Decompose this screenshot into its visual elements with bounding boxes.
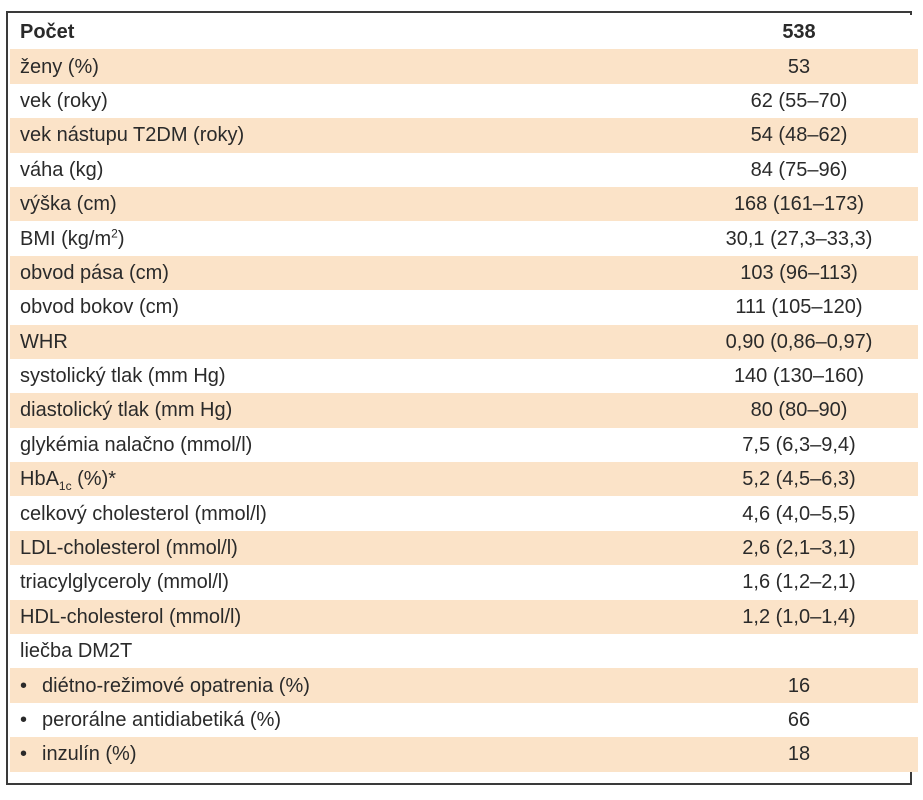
row-label: • inzulín (%) <box>10 737 600 772</box>
table-row: • inzulín (%) 18 <box>10 737 918 772</box>
table-row: BMI (kg/m2) 30,1 (27,3–33,3) <box>10 221 918 256</box>
row-label: systolický tlak (mm Hg) <box>10 358 600 394</box>
row-value: 62 (55–70) <box>600 83 918 119</box>
table-row: obvod bokov (cm) 111 (105–120) <box>10 290 918 325</box>
row-label: HDL-cholesterol (mmol/l) <box>10 599 600 635</box>
row-label: liečba DM2T <box>10 634 600 669</box>
row-label-text: perorálne antidiabetiká (%) <box>42 709 282 731</box>
table-row: • diétno-režimové opatrenia (%) 16 <box>10 668 918 703</box>
row-value: 1,6 (1,2–2,1) <box>600 565 918 600</box>
table-row: diastolický tlak (mm Hg) 80 (80–90) <box>10 393 918 428</box>
row-value: 111 (105–120) <box>600 290 918 325</box>
row-label: LDL-cholesterol (mmol/l) <box>10 530 600 566</box>
row-label: váha (kg) <box>10 152 600 187</box>
row-label-text: BMI (kg/m <box>20 227 112 250</box>
row-label-text: inzulín (%) <box>42 743 137 766</box>
row-label: BMI (kg/m2) <box>10 221 600 256</box>
row-value: 103 (96–113) <box>600 255 918 291</box>
row-value: 2,6 (2,1–3,1) <box>600 530 918 566</box>
row-label: vek (roky) <box>10 83 600 119</box>
row-value: 140 (130–160) <box>600 358 918 394</box>
row-label: HbA1c (%)* <box>10 462 600 497</box>
row-value: 80 (80–90) <box>600 393 918 428</box>
row-value: 30,1 (27,3–33,3) <box>600 221 918 256</box>
row-label: • diétno-režimové opatrenia (%) <box>10 668 600 703</box>
row-label: glykémia nalačno (mmol/l) <box>10 427 600 463</box>
patient-characteristics-table: Počet 538 ženy (%) 53 vek (roky) 62 (55–… <box>10 15 918 772</box>
table-row: systolický tlak (mm Hg) 140 (130–160) <box>10 358 918 394</box>
row-value: 7,5 (6,3–9,4) <box>600 427 918 463</box>
row-label: výška (cm) <box>10 186 600 222</box>
table-row: HbA1c (%)* 5,2 (4,5–6,3) <box>10 462 918 497</box>
table-row: triacylglyceroly (mmol/l) 1,6 (1,2–2,1) <box>10 565 918 600</box>
header-label: Počet <box>10 15 600 50</box>
row-label-text: HbA <box>20 468 59 491</box>
table-row: obvod pása (cm) 103 (96–113) <box>10 255 918 291</box>
row-label: obvod pása (cm) <box>10 255 600 291</box>
table-header-row: Počet 538 <box>10 15 918 50</box>
row-label: triacylglyceroly (mmol/l) <box>10 565 600 600</box>
bullet-icon: • <box>20 709 28 731</box>
bullet-icon: • <box>20 674 28 697</box>
row-label: celkový cholesterol (mmol/l) <box>10 496 600 531</box>
table-row: liečba DM2T <box>10 634 918 669</box>
row-value: 54 (48–62) <box>600 118 918 153</box>
row-label-subscript: 1c <box>58 479 72 494</box>
row-label-suffix: (%)* <box>71 468 117 491</box>
row-label: • perorálne antidiabetiká (%) <box>10 702 600 738</box>
row-value: 66 <box>600 702 918 738</box>
row-value: 84 (75–96) <box>600 152 918 187</box>
row-label-superscript: 2 <box>111 225 118 240</box>
row-value: 16 <box>600 668 918 703</box>
row-label-text: diétno-režimové opatrenia (%) <box>42 674 310 697</box>
row-value: 168 (161–173) <box>600 186 918 222</box>
row-label: WHR <box>10 324 600 359</box>
row-label: vek nástupu T2DM (roky) <box>10 118 600 153</box>
row-value: 53 <box>600 49 918 84</box>
bullet-icon: • <box>20 743 28 766</box>
table-row: výška (cm) 168 (161–173) <box>10 186 918 222</box>
row-label: diastolický tlak (mm Hg) <box>10 393 600 428</box>
table-row: vek (roky) 62 (55–70) <box>10 83 918 119</box>
row-value: 18 <box>600 737 918 772</box>
table-row: glykémia nalačno (mmol/l) 7,5 (6,3–9,4) <box>10 427 918 463</box>
table-row: celkový cholesterol (mmol/l) 4,6 (4,0–5,… <box>10 496 918 531</box>
header-value: 538 <box>600 15 918 50</box>
row-label: obvod bokov (cm) <box>10 290 600 325</box>
row-value: 4,6 (4,0–5,5) <box>600 496 918 531</box>
table-frame: Počet 538 ženy (%) 53 vek (roky) 62 (55–… <box>6 11 918 785</box>
table-row: • perorálne antidiabetiká (%) 66 <box>10 702 918 738</box>
row-label-suffix: ) <box>117 227 125 250</box>
row-value: 1,2 (1,0–1,4) <box>600 599 918 635</box>
table-row: ženy (%) 53 <box>10 49 918 84</box>
row-value <box>600 634 918 669</box>
row-label: ženy (%) <box>10 49 600 84</box>
table-row: HDL-cholesterol (mmol/l) 1,2 (1,0–1,4) <box>10 599 918 635</box>
row-value: 5,2 (4,5–6,3) <box>600 462 918 497</box>
table-row: LDL-cholesterol (mmol/l) 2,6 (2,1–3,1) <box>10 530 918 566</box>
table-row: vek nástupu T2DM (roky) 54 (48–62) <box>10 118 918 153</box>
table-row: váha (kg) 84 (75–96) <box>10 152 918 187</box>
table-row: WHR 0,90 (0,86–0,97) <box>10 324 918 359</box>
row-value: 0,90 (0,86–0,97) <box>600 324 918 359</box>
